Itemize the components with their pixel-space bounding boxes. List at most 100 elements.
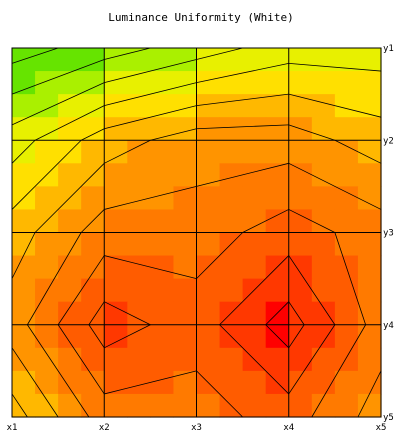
contour-band-cell <box>242 209 267 234</box>
contour-band-cell <box>357 94 382 118</box>
y-tick-labels: y1 y2 y3 y4 y5 <box>383 44 394 423</box>
contour-band-cell <box>127 301 151 326</box>
contour-band-cell <box>219 370 244 395</box>
contour-band-cell <box>357 278 382 303</box>
contour-band-cell <box>265 140 290 164</box>
contour-band-cell <box>150 48 175 72</box>
contour-band-cell <box>219 255 244 280</box>
contour-band-cell <box>357 347 382 372</box>
contour-band-cell <box>12 255 36 280</box>
contour-band-cell <box>334 393 359 418</box>
contour-band-cell <box>104 117 128 141</box>
contour-band-cell <box>265 255 290 280</box>
contour-band-cell <box>127 209 151 234</box>
contour-band-cell <box>35 278 59 303</box>
contour-band-cell <box>242 163 267 187</box>
contour-band-cell <box>35 255 59 280</box>
isoline-segment <box>104 324 151 349</box>
contour-band-cell <box>311 278 336 303</box>
plot-frame <box>11 47 382 418</box>
contour-band-cell <box>219 347 244 372</box>
contour-band-cell <box>173 140 198 164</box>
isoline-segment <box>104 59 197 83</box>
y-tick-label: y4 <box>383 321 394 331</box>
contour-band-cell <box>334 301 359 326</box>
contour-band-cell <box>173 278 198 303</box>
contour-band-cell <box>357 117 382 141</box>
isoline-segment <box>219 255 290 326</box>
contour-band-cell <box>173 393 198 418</box>
y-tick-label: y2 <box>383 136 394 146</box>
contour-band-cell <box>357 163 382 187</box>
x-tick-label: x4 <box>283 423 294 433</box>
isoline-segment <box>196 232 243 279</box>
contour-band-cell <box>265 48 290 72</box>
contour-band-cell <box>265 278 290 303</box>
contour-band-cell <box>265 232 290 257</box>
contour-band-cell <box>12 117 36 141</box>
isoline-segment <box>11 393 28 418</box>
contour-band-cell <box>127 140 151 164</box>
isoline-segment <box>265 324 290 349</box>
contour-band-cell <box>81 48 105 72</box>
contour-band-cell <box>196 301 221 326</box>
isoline-segment <box>288 93 382 118</box>
contour-band-cell <box>196 140 221 164</box>
contour-band-cell <box>12 186 36 211</box>
contour-band-cell <box>12 301 36 326</box>
contour-band-cell <box>81 232 105 257</box>
isoline-segment <box>11 82 105 126</box>
contour-band-cell <box>81 117 105 141</box>
contour-band-cell <box>242 278 267 303</box>
contour-band-cell <box>81 209 105 234</box>
contour-band-cell <box>196 48 221 72</box>
contour-band-cell <box>265 209 290 234</box>
contour-band-cell <box>311 370 336 395</box>
contour-band-cell <box>242 186 267 211</box>
contour-band-cell <box>242 71 267 95</box>
contour-band-cell <box>242 117 267 141</box>
contour-band-cell <box>219 301 244 326</box>
contour-band-cell <box>104 324 128 349</box>
contour-band-cell <box>219 278 244 303</box>
contour-band-cell <box>58 48 82 72</box>
contour-band-cell <box>173 301 198 326</box>
contour-band-cell <box>357 232 382 257</box>
contour-band-cell <box>58 140 82 164</box>
isoline-segment <box>334 232 367 325</box>
contour-band-cell <box>265 117 290 141</box>
contour-band-cell <box>127 71 151 95</box>
contour-band-cell <box>150 301 175 326</box>
contour-band-cell <box>219 48 244 72</box>
isoline-segment <box>11 139 82 210</box>
contour-band-cell <box>81 140 105 164</box>
contour-band-cell <box>334 117 359 141</box>
contour-band-cell <box>81 71 105 95</box>
contour-band-cell <box>58 255 82 280</box>
x-tick-label: x5 <box>376 423 387 433</box>
isoline-segment <box>196 370 243 418</box>
x-tick-label: x1 <box>7 423 18 433</box>
contour-band-cell <box>311 393 336 418</box>
contour-band-cell <box>288 48 313 72</box>
contour-band-cell <box>311 324 336 349</box>
contour-band-cell <box>196 347 221 372</box>
contour-band-cell <box>104 140 128 164</box>
contour-band-cell <box>334 370 359 395</box>
contour-band-cell <box>288 209 313 234</box>
contour-band-cell <box>265 393 290 418</box>
contour-band-cell <box>196 163 221 187</box>
contour-band-cell <box>357 393 382 418</box>
contour-band-cell <box>58 278 82 303</box>
contour-band-cell <box>311 163 336 187</box>
contour-band-cell <box>196 186 221 211</box>
contour-band-cell <box>58 301 82 326</box>
contour-band-cell <box>288 393 313 418</box>
isoline-segment <box>88 324 105 349</box>
contour-band-cell <box>127 48 151 72</box>
contour-band-cell <box>12 324 36 349</box>
contour-band-cell <box>35 186 59 211</box>
contour-band-cell <box>58 186 82 211</box>
contour-band-cell <box>357 48 382 72</box>
contour-band-cell <box>104 370 128 395</box>
